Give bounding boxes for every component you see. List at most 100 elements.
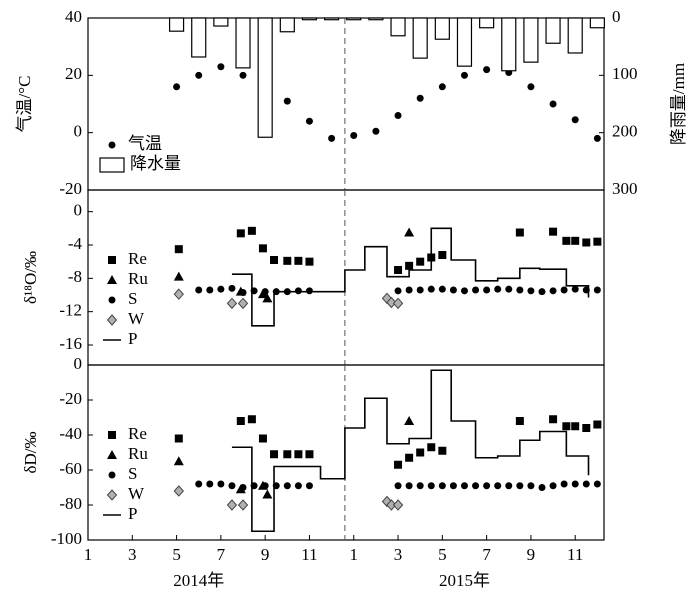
point bbox=[294, 287, 302, 295]
point bbox=[582, 238, 591, 247]
point bbox=[294, 482, 302, 490]
point bbox=[305, 117, 313, 125]
point bbox=[571, 236, 580, 245]
line bbox=[231, 369, 590, 533]
legend-marker bbox=[108, 141, 116, 149]
legend-marker bbox=[107, 275, 117, 284]
point bbox=[438, 251, 447, 259]
point bbox=[571, 116, 579, 124]
point bbox=[449, 482, 457, 490]
legend-label: Ru bbox=[128, 269, 148, 288]
y2-axis-label: 降雨量/mm bbox=[669, 63, 688, 145]
point bbox=[239, 289, 247, 296]
y-tick-label: -20 bbox=[59, 389, 82, 408]
point bbox=[236, 417, 245, 425]
point bbox=[582, 424, 591, 432]
point bbox=[505, 482, 513, 490]
point bbox=[438, 446, 447, 455]
point bbox=[394, 266, 403, 274]
point bbox=[173, 456, 184, 466]
point bbox=[226, 297, 238, 310]
point bbox=[328, 134, 336, 142]
point bbox=[283, 256, 292, 265]
point bbox=[505, 285, 513, 293]
plot-frame bbox=[87, 364, 605, 541]
point bbox=[405, 453, 414, 462]
point bbox=[305, 482, 313, 490]
point bbox=[405, 482, 413, 490]
x-tick-label: 9 bbox=[527, 545, 536, 564]
bar bbox=[479, 17, 495, 29]
point bbox=[538, 288, 546, 296]
legend-label: S bbox=[128, 464, 137, 483]
point bbox=[305, 257, 314, 266]
point bbox=[174, 245, 183, 254]
legend-label: W bbox=[128, 309, 145, 328]
point bbox=[416, 286, 424, 294]
point bbox=[562, 236, 571, 245]
bar bbox=[168, 17, 185, 32]
point bbox=[593, 480, 601, 488]
bar bbox=[191, 17, 207, 58]
bar bbox=[456, 17, 473, 67]
y2-tick-label: 300 bbox=[612, 179, 638, 198]
y-axis-label: δ¹⁸O/‰ bbox=[21, 251, 40, 304]
y-tick-label: -20 bbox=[59, 179, 82, 198]
point bbox=[449, 286, 457, 294]
bar bbox=[324, 17, 340, 21]
x-tick-label: 1 bbox=[350, 545, 359, 564]
point bbox=[549, 227, 558, 236]
point bbox=[549, 287, 557, 295]
point bbox=[416, 482, 424, 490]
point bbox=[392, 297, 404, 310]
y-tick-label: 0 bbox=[74, 122, 83, 141]
legend-label: Ru bbox=[128, 444, 148, 463]
y-axis-label: 气温/°C bbox=[15, 76, 34, 133]
bar bbox=[412, 17, 428, 59]
point bbox=[527, 482, 535, 490]
bar bbox=[390, 17, 406, 37]
point bbox=[217, 63, 225, 71]
point bbox=[173, 271, 184, 281]
x-tick-label: 9 bbox=[261, 545, 270, 564]
point bbox=[515, 417, 524, 425]
point bbox=[427, 443, 436, 452]
point bbox=[195, 71, 203, 79]
y2-tick-label: 200 bbox=[612, 122, 638, 141]
legend-label: 气温 bbox=[128, 134, 162, 153]
x-tick-label: 5 bbox=[172, 545, 181, 564]
point bbox=[460, 482, 468, 490]
year-label: 2014年 bbox=[173, 571, 224, 590]
point bbox=[283, 97, 291, 105]
point bbox=[549, 482, 557, 490]
point bbox=[228, 482, 236, 490]
point bbox=[236, 229, 245, 238]
point bbox=[228, 284, 236, 292]
point bbox=[404, 416, 415, 425]
point bbox=[350, 132, 358, 140]
point bbox=[483, 66, 491, 74]
legend-marker bbox=[108, 431, 116, 439]
point bbox=[217, 480, 225, 488]
y2-tick-label: 100 bbox=[612, 64, 638, 83]
point bbox=[405, 286, 413, 294]
legend-marker bbox=[108, 296, 116, 304]
y-tick-label: 40 bbox=[65, 7, 82, 26]
point bbox=[206, 286, 214, 294]
point bbox=[173, 485, 184, 497]
point bbox=[483, 286, 491, 294]
point bbox=[381, 495, 393, 508]
x-tick-label: 11 bbox=[567, 545, 583, 564]
legend-marker bbox=[106, 489, 118, 501]
point bbox=[195, 480, 203, 488]
point bbox=[416, 257, 425, 266]
y-axis-label: δD/‰ bbox=[21, 431, 40, 473]
point bbox=[438, 83, 446, 91]
legend-label: Re bbox=[128, 424, 147, 443]
point bbox=[372, 127, 380, 135]
point bbox=[226, 499, 238, 511]
point bbox=[258, 244, 267, 253]
point bbox=[527, 287, 535, 295]
point bbox=[571, 480, 579, 488]
